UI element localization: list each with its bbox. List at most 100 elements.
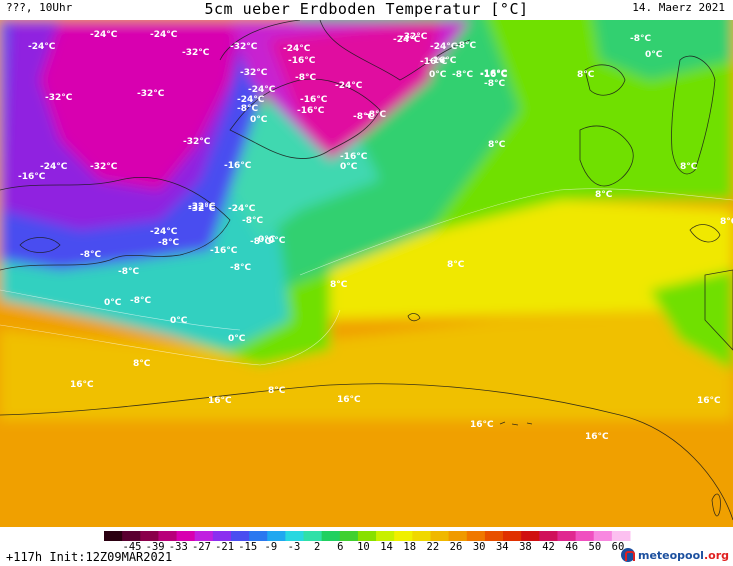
- temperature-label: -8°C: [365, 110, 386, 120]
- colorbar-swatch: [194, 531, 214, 541]
- temperature-label: -8°C: [130, 296, 151, 306]
- colorbar-tick: 46: [565, 541, 579, 553]
- temperature-field: [0, 20, 733, 527]
- temperature-label: -16°C: [210, 246, 238, 256]
- temperature-label: -24°C: [237, 95, 265, 105]
- temperature-label: -32°C: [240, 68, 268, 78]
- meteopool-logo[interactable]: meteopool .org: [620, 545, 729, 565]
- temperature-label: -24°C: [228, 204, 256, 214]
- colorbar-tick: 50: [588, 541, 602, 553]
- temperature-label: -8°C: [295, 73, 316, 83]
- map-footer: -45 -39 -33 -27 -21 -15 -9 -3 2 6 10 14 18 22 26 30 34 38…: [0, 527, 733, 566]
- colorbar-tick: 38: [519, 541, 532, 553]
- map-title: 5cm ueber Erdboden Temperatur [°C]: [204, 0, 529, 18]
- temperature-label: 16°C: [470, 420, 494, 430]
- temperature-map: -24°C-24°C -24°C-32°C-32°C -24°C-16°C-32°C…: [0, 20, 733, 527]
- temperature-label: -16°C: [480, 70, 508, 80]
- colorbar-tick: 10: [357, 541, 370, 553]
- temperature-label: 16°C: [585, 432, 609, 442]
- temperature-label: -32°C: [137, 89, 165, 99]
- temperature-label: -32°C: [230, 42, 258, 52]
- colorbar-swatch: [557, 531, 577, 541]
- colorbar-tick: 42: [542, 541, 555, 553]
- temperature-label: -24°C: [430, 42, 458, 52]
- temperature-label: -8°C: [80, 250, 101, 260]
- temperature-label: 8°C: [268, 386, 286, 396]
- temperature-label: -8°C: [237, 104, 258, 114]
- temperature-label: -16°C: [300, 95, 328, 105]
- temperature-label: -16°C: [420, 57, 448, 67]
- temperature-label: -32°C: [183, 137, 211, 147]
- temperature-label: 0°C: [250, 115, 268, 125]
- colorbar-tick: -21: [215, 541, 235, 553]
- temperature-label: 16°C: [337, 395, 361, 405]
- temperature-label: -8°C: [250, 237, 271, 247]
- contour-lines: [0, 188, 733, 366]
- temperature-label: -8°C: [158, 238, 179, 248]
- temperature-label: -16°C: [429, 56, 457, 66]
- colorbar-tick: -3: [287, 541, 301, 553]
- temperature-labels: -24°C-24°C -24°C-32°C-32°C -24°C-16°C-32°C…: [18, 30, 733, 442]
- colorbar-swatch: [176, 531, 196, 541]
- colorbar-swatch: [593, 531, 613, 541]
- colorbar-tick: -15: [238, 541, 258, 553]
- colorbar-tick: 18: [403, 541, 417, 553]
- colorbar-swatch: [339, 531, 359, 541]
- temperature-label: 0°C: [258, 235, 276, 245]
- temperature-label: 8°C: [447, 260, 465, 270]
- colorbar-swatch: [357, 531, 377, 541]
- colorbar-tick: -45: [122, 541, 142, 553]
- temperature-label: 0°C: [228, 334, 246, 344]
- colorbar-swatch: [285, 531, 305, 541]
- temperature-label: -16°C: [18, 172, 46, 182]
- temperature-label: 8°C: [330, 280, 348, 290]
- temperature-label: -24°C: [283, 44, 311, 54]
- temperature-label: -32°C: [182, 48, 210, 58]
- temperature-label: -16°C: [288, 56, 316, 66]
- temperature-label: 16°C: [208, 396, 232, 406]
- temperature-label: -16°C: [480, 69, 508, 79]
- temperature-label: -8°C: [484, 79, 505, 89]
- colorbar-swatch: [521, 531, 540, 541]
- colorbar-tick: 34: [495, 541, 509, 553]
- temperature-label: -8°C: [455, 41, 476, 51]
- temperature-label: -8°C: [230, 263, 251, 273]
- temperature-label: -16°C: [224, 161, 252, 171]
- logo-text: meteopool: [637, 548, 704, 562]
- colorbar-tick: -39: [145, 541, 165, 553]
- colorbar-swatch: [394, 531, 413, 541]
- temperature-colorbar: [104, 531, 631, 541]
- colorbar-swatch: [140, 531, 159, 541]
- colorbar-tick: -27: [191, 541, 211, 553]
- colorbar-swatch: [104, 531, 123, 541]
- colorbar-swatch: [539, 531, 558, 541]
- temperature-label: 8°C: [680, 162, 698, 172]
- logo-suffix: .org: [703, 548, 729, 562]
- colorbar-tick: 60: [611, 541, 625, 553]
- temperature-label: -24°C: [40, 162, 68, 172]
- colorbar-swatch: [611, 531, 631, 541]
- temperature-label: -8°C: [452, 70, 473, 80]
- temperature-label: -24°C: [335, 81, 363, 91]
- colorbar-swatch: [230, 531, 250, 541]
- temperature-label: -24°C: [150, 30, 178, 40]
- temperature-label: 8°C: [577, 70, 595, 80]
- colorbar-tick: 2: [313, 541, 321, 553]
- temperature-label: -24°C: [248, 85, 276, 95]
- temperature-label: -24°C: [150, 227, 178, 237]
- temperature-label: 16°C: [70, 380, 94, 390]
- temperature-label: 8°C: [595, 190, 613, 200]
- colorbar-swatch: [575, 531, 595, 541]
- meteopool-logo-icon: [620, 548, 635, 562]
- colorbar-tick-labels: -45 -39 -33 -27 -21 -15 -9 -3 2 6 10 14 18 22 26 30 34 38…: [112, 541, 632, 553]
- temperature-label: 8°C: [720, 217, 733, 227]
- colorbar-tick: -33: [168, 541, 188, 553]
- temperature-label: 0°C: [170, 316, 188, 326]
- temperature-label: 0°C: [645, 50, 663, 60]
- colorbar-swatch: [122, 531, 141, 541]
- temperature-label: -32°C: [188, 204, 216, 214]
- temperature-label: -32°C: [90, 162, 118, 172]
- coastlines: [0, 20, 733, 521]
- temperature-label: -8°C: [242, 216, 263, 226]
